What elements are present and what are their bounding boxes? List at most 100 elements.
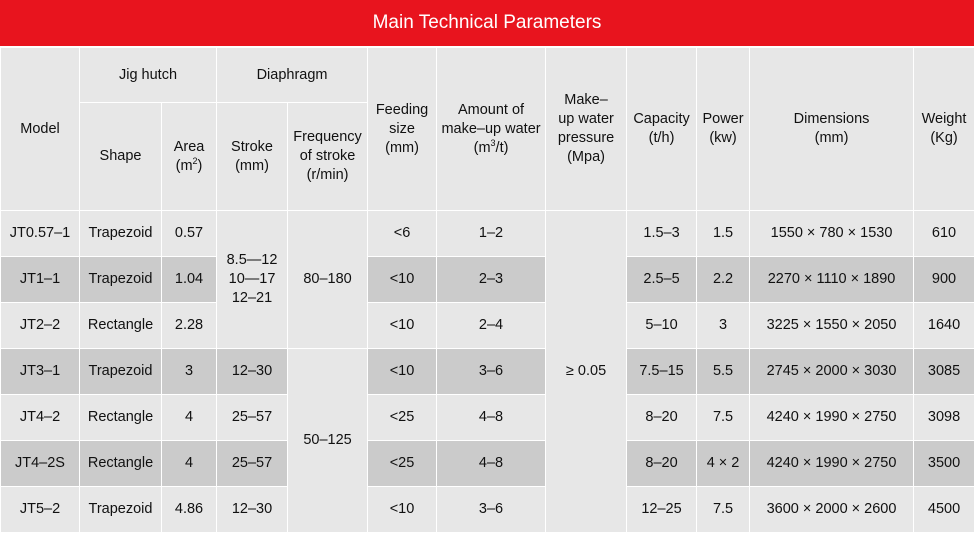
cell-dimensions: 4240 × 1990 × 2750 [749,394,915,441]
table-row: JT1–1 Trapezoid 1.04 <10 2–3 2.5–5 2.2 2… [0,256,974,303]
header-water-unit-post: /t) [495,139,509,156]
cell-power: 5.5 [696,348,751,395]
header-diaphragm-label: Diaphragm [256,66,328,83]
header-feeding-line1: Feeding [375,101,429,118]
header-stroke-label: Stroke [231,138,273,155]
cell-dimensions: 2270 × 1110 × 1890 [749,256,915,303]
cell-power: 3 [696,302,751,349]
cell-model: JT0.57–1 [0,210,80,257]
header-stroke: Stroke (mm) [216,102,289,211]
cell-water: 3–6 [436,348,547,395]
cell-water: 4–8 [436,394,547,441]
cell-stroke: 25–57 [216,440,289,487]
cell-model: JT3–1 [0,348,80,395]
header-area: Area (m2) [160,102,218,211]
cell-capacity: 2.5–5 [626,256,698,303]
cell-shape: Trapezoid [79,256,162,303]
cell-capacity: 5–10 [626,302,698,349]
header-water-unit-sup: 3 [490,137,496,148]
cell-capacity: 8–20 [626,440,698,487]
cell-shape: Rectangle [79,394,162,441]
cell-area: 1.04 [160,256,218,303]
header-water-line1: Amount of [457,101,525,118]
cell-water: 2–3 [436,256,547,303]
header-water-unit: (m3/t) [438,137,544,158]
header-power-line2: (kw) [709,130,737,146]
page-title-bar: Main Technical Parameters [0,0,974,46]
table-row: JT4–2S Rectangle 4 25–57 <25 4–8 8–20 4 … [0,440,974,487]
cell-stroke: 25–57 [216,394,289,441]
cell-frequency-merged: 50–125 [287,348,369,533]
cell-power: 7.5 [696,394,751,441]
header-water-line2: make–up water [441,120,541,137]
header-water-unit-pre: (m [473,139,491,156]
header-pressure-line4: (Mpa) [567,149,605,165]
header-dimensions-line2: (mm) [814,130,849,146]
header-jig-hutch: Jig hutch [78,47,218,103]
cell-power: 7.5 [696,486,751,533]
cell-power: 4 × 2 [696,440,751,487]
header-frequency-line2: of stroke [299,148,356,164]
cell-capacity: 1.5–3 [626,210,698,257]
header-capacity-line1: Capacity [633,111,690,127]
cell-area: 4.86 [160,486,218,533]
cell-shape: Rectangle [79,440,162,487]
cell-area: 2.28 [160,302,218,349]
cell-power: 1.5 [696,210,751,257]
cell-dimensions: 4240 × 1990 × 2750 [749,440,915,487]
header-shape-label: Shape [99,148,142,164]
header-pressure-line2: up water [558,111,614,127]
cell-shape: Trapezoid [79,348,162,395]
table-row: JT3–1 Trapezoid 3 12–30 50–125 <10 3–6 7… [0,348,974,533]
table-row: JT4–2 Rectangle 4 25–57 <25 4–8 8–20 7.5… [0,394,974,441]
cell-water: 4–8 [436,440,547,487]
header-model-label: Model [20,120,60,137]
header-make-up-water: Amount of make–up water (m3/t) [436,47,547,211]
cell-stroke: 12–30 [216,486,289,533]
cell-frequency-merged: 80–180 [287,210,369,349]
parameters-table: Model Jig hutch Diaphragm Feeding size (… [0,47,974,533]
header-weight: Weight (Kg) [913,47,974,211]
cell-area: 4 [160,440,218,487]
header-feeding-line3: (mm) [385,139,419,156]
cell-model: JT4–2S [0,440,80,487]
cell-feeding: <10 [367,348,438,395]
cell-weight: 1640 [913,302,974,349]
cell-shape: Trapezoid [79,486,162,533]
cell-weight: 4500 [913,486,974,533]
header-capacity: Capacity (t/h) [626,47,698,211]
header-model: Model [0,47,80,211]
header-power: Power (kw) [696,47,751,211]
cell-power: 2.2 [696,256,751,303]
header-weight-line2: (Kg) [930,130,958,146]
stroke-range-1: 8.5—12 [226,252,278,268]
stroke-range-3: 12–21 [231,290,273,306]
header-diaphragm: Diaphragm [216,47,369,103]
cell-water: 1–2 [436,210,547,257]
cell-area: 0.57 [160,210,218,257]
stroke-range-2: 10—17 [228,271,276,287]
cell-feeding: <10 [367,486,438,533]
header-power-line1: Power [702,111,744,127]
cell-weight: 3085 [913,348,974,395]
cell-model: JT4–2 [0,394,80,441]
cell-stroke-merged: 8.5—12 10—17 12–21 [216,210,289,349]
cell-capacity: 8–20 [626,394,698,441]
header-stroke-unit: (mm) [235,157,269,174]
header-capacity-line2: (t/h) [648,130,675,146]
cell-water: 2–4 [436,302,547,349]
cell-dimensions: 2745 × 2000 × 3030 [749,348,915,395]
header-water-pressure: Make– up water pressure (Mpa) [545,47,628,211]
header-area-unit-sup: 2 [192,155,198,166]
header-area-unit-pre: (m [175,157,193,174]
header-pressure-line3: pressure [557,130,615,146]
cell-weight: 900 [913,256,974,303]
cell-shape: Trapezoid [79,210,162,257]
cell-capacity: 7.5–15 [626,348,698,395]
cell-model: JT2–2 [0,302,80,349]
cell-feeding: <10 [367,256,438,303]
cell-stroke: 12–30 [216,348,289,395]
cell-model: JT1–1 [0,256,80,303]
header-feeding-line2: size [389,120,415,137]
cell-model: JT5–2 [0,486,80,533]
